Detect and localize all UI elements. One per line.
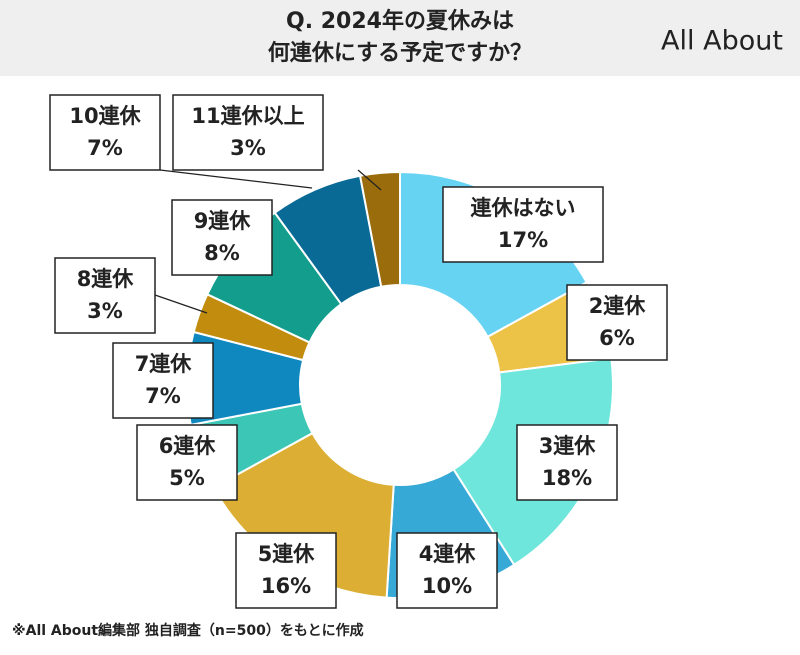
category-label: 9連休: [194, 209, 252, 233]
chart-title: Q. 2024年の夏休みは: [286, 8, 514, 34]
category-label: 10連休: [69, 104, 141, 128]
source-note: ※All About編集部 独自調査（n=500）をもとに作成: [12, 622, 364, 639]
label-box: [235, 532, 337, 609]
label-box: [54, 257, 156, 334]
value-label: 5%: [169, 466, 205, 490]
label-box: [171, 199, 273, 276]
label-box: [136, 424, 238, 501]
value-label: 3%: [87, 299, 123, 323]
category-label: 8連休: [77, 267, 135, 291]
label-box: [396, 532, 498, 609]
category-label: 11連休以上: [191, 104, 304, 128]
category-label: 連休はない: [471, 196, 576, 220]
value-label: 3%: [230, 136, 266, 160]
leader-line: [159, 169, 313, 189]
value-label: 7%: [145, 384, 181, 408]
logo: All About: [661, 26, 783, 57]
header-band: [0, 0, 800, 76]
label-box: [566, 284, 668, 361]
value-label: 16%: [261, 574, 311, 598]
value-label: 10%: [422, 574, 472, 598]
label-box: [112, 342, 214, 419]
label-box: [49, 94, 161, 171]
label-box: [516, 424, 618, 501]
label-box: [172, 94, 324, 171]
category-label: 5連休: [258, 542, 316, 566]
value-label: 18%: [542, 466, 592, 490]
label-box: [442, 186, 604, 263]
category-label: 6連休: [159, 434, 217, 458]
category-label: 2連休: [589, 294, 647, 318]
leader-line: [154, 294, 208, 314]
category-label: 7連休: [135, 352, 193, 376]
category-label: 4連休: [419, 542, 477, 566]
value-label: 8%: [204, 241, 240, 265]
category-label: 3連休: [539, 434, 597, 458]
slice: [358, 170, 401, 288]
leader-line: [357, 169, 382, 191]
value-label: 7%: [87, 136, 123, 160]
value-label: 6%: [599, 326, 635, 350]
chart-title: 何連休にする予定ですか？: [268, 40, 532, 66]
value-label: 17%: [498, 228, 548, 252]
